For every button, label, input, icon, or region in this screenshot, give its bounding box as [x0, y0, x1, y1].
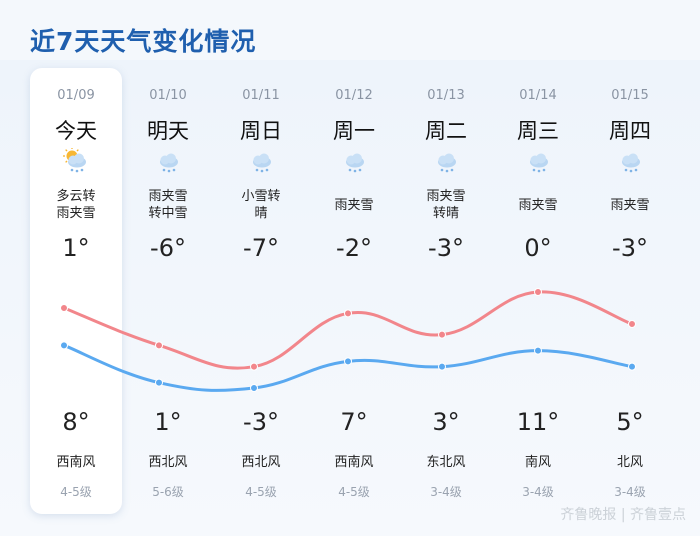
wind-level: 3-4级	[614, 485, 646, 499]
day-name: 周二	[425, 119, 467, 143]
sleet-icon	[622, 153, 640, 173]
wind-level: 4-5级	[60, 485, 92, 499]
wind-direction: 东北风	[426, 455, 466, 470]
day-column: 01/14 周三 雨夹雪 0° 11° 南风 3-4级	[492, 0, 584, 536]
temp-point	[628, 362, 636, 371]
temp-label-upper: -3°	[612, 234, 648, 262]
day-date: 01/15	[611, 88, 649, 103]
sleet-icon	[438, 153, 456, 173]
day-condition: 小雪转晴	[215, 188, 307, 222]
temp-label-upper: -6°	[150, 234, 186, 262]
wind-direction: 西北风	[148, 455, 188, 470]
wind-direction: 西南风	[334, 455, 374, 470]
condition-line: 雨夹雪	[56, 206, 96, 221]
today-highlight-card	[30, 68, 122, 514]
wind-direction: 西北风	[241, 455, 281, 470]
temp-label-upper: -3°	[428, 234, 464, 262]
condition-line: 雨夹雪	[518, 198, 558, 213]
temp-point	[534, 288, 542, 296]
temp-point	[438, 330, 446, 339]
temp-label-lower: 1°	[154, 408, 182, 436]
temp-point	[344, 309, 352, 318]
temp-point	[60, 341, 68, 350]
sleet-icon	[346, 153, 364, 173]
wind-direction: 西南风	[56, 455, 96, 470]
day-name: 周日	[240, 119, 282, 143]
temp-label-upper: -2°	[336, 234, 372, 262]
temp-label-lower: 3°	[432, 408, 460, 436]
day-condition: 雨夹雪	[584, 197, 676, 214]
day-date: 01/13	[427, 88, 465, 103]
temp-label-lower: 5°	[616, 408, 644, 436]
day-name: 明天	[147, 119, 189, 143]
day-column: 01/10 明天 雨夹雪转中雪 -6° 1° 西北风 5-6级	[122, 0, 214, 536]
day-column: 01/13 周二 雨夹雪转晴 -3° 3° 东北风 3-4级	[400, 0, 492, 536]
day-name: 周一	[333, 119, 375, 143]
temp-point	[250, 384, 258, 392]
day-date: 01/09	[57, 88, 95, 103]
condition-line: 晴	[254, 206, 268, 221]
condition-line: 雨夹雪	[426, 189, 466, 204]
day-column: 01/15 周四 雨夹雪 -3° 5° 北风 3-4级	[584, 0, 676, 536]
day-name: 周四	[609, 119, 651, 143]
day-name: 今天	[55, 119, 97, 143]
lower-temp-curve	[62, 343, 634, 392]
temp-label-upper: -7°	[243, 234, 279, 262]
temp-label-lower: 11°	[516, 408, 560, 436]
wind-direction: 南风	[524, 455, 551, 470]
temp-label-lower: 7°	[340, 408, 368, 436]
temp-point	[155, 378, 163, 387]
day-condition: 雨夹雪 转晴	[400, 188, 492, 222]
day-condition: 多云转 雨夹雪	[30, 188, 122, 222]
sleet-icon	[530, 153, 548, 173]
day-column: 01/12 周一 雨夹雪 -2° 7° 西南风 4-5级	[308, 0, 400, 536]
condition-line: 雨夹雪	[610, 198, 650, 213]
wind-level: 4-5级	[245, 485, 277, 499]
wind-direction: 北风	[616, 455, 643, 470]
temp-point	[628, 320, 636, 328]
partly-cloudy-sleet-icon	[63, 148, 86, 173]
wind-level: 3-4级	[522, 485, 554, 499]
day-condition: 雨夹雪	[492, 197, 584, 214]
day-column: 01/11 周日 小雪转晴 -7° -3° 西北风 4-5级	[215, 0, 307, 536]
day-column: 01/09 今天 多云转雨夹雪 1° 8° 西南风 4-5级	[30, 0, 122, 536]
condition-line: 转中雪	[148, 206, 188, 221]
temp-label-upper: 1°	[62, 234, 90, 262]
day-date: 01/11	[242, 88, 280, 103]
temp-point	[250, 362, 258, 371]
condition-line: 多云转	[56, 189, 96, 204]
snow-icon	[253, 153, 271, 173]
day-condition: 雨夹雪	[308, 197, 400, 214]
sleet-icon	[160, 153, 178, 173]
temp-point	[60, 304, 68, 312]
day-date: 01/14	[519, 88, 557, 103]
temp-label-lower: 8°	[62, 408, 90, 436]
temp-label-upper: 0°	[524, 234, 552, 262]
temp-point	[534, 346, 542, 355]
upper-temp-curve	[62, 290, 634, 370]
wind-level: 5-6级	[152, 485, 184, 499]
day-name: 周三	[517, 119, 559, 143]
watermark: 齐鲁晚报 | 齐鲁壹点	[560, 507, 686, 523]
condition-line: 雨夹雪	[334, 198, 374, 213]
day-date: 01/10	[149, 88, 187, 103]
day-condition: 雨夹雪 转中雪	[122, 188, 214, 222]
page-title: 近7天天气变化情况	[30, 27, 257, 56]
condition-line: 雨夹雪	[148, 189, 188, 204]
wind-level: 3-4级	[430, 485, 462, 499]
temp-point	[344, 357, 352, 366]
temp-point	[155, 341, 163, 350]
day-date: 01/12	[335, 88, 373, 103]
condition-line: 小雪转	[241, 189, 281, 204]
wind-level: 4-5级	[338, 485, 370, 499]
temp-label-lower: -3°	[243, 408, 279, 436]
temp-point	[438, 362, 446, 371]
condition-line: 转晴	[432, 206, 459, 221]
